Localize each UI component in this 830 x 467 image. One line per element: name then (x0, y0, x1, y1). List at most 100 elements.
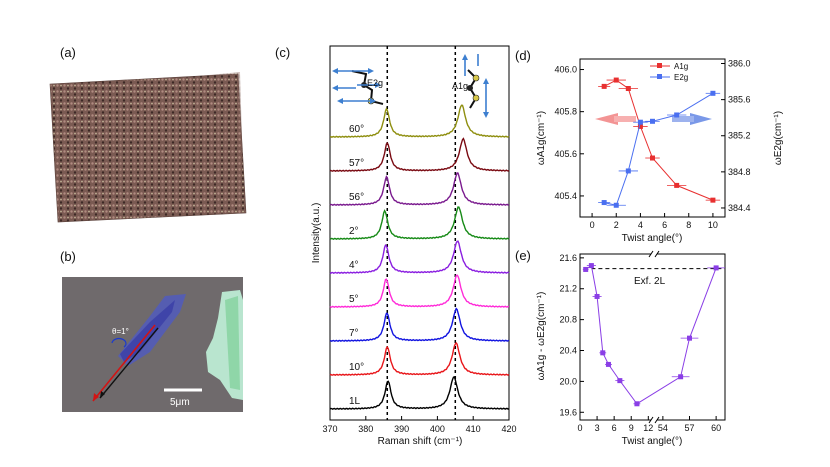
black-axis-arrow (99, 327, 159, 399)
bilayer-flake-overlap (120, 300, 175, 362)
series-line-A1g (603, 79, 714, 201)
a1g-atom (467, 85, 473, 91)
y-tick-label: 20.8 (559, 315, 577, 325)
plot-e-ylabel: ωA1g - ωE2g(cm⁻¹) (536, 292, 547, 381)
spectrum-line (329, 240, 510, 274)
plot-c-dashed-lines (386, 46, 457, 420)
y-tick-label: 21.2 (559, 284, 577, 294)
x-tick-label: 4 (638, 220, 643, 230)
axis-break-top (651, 251, 657, 257)
y-left-tick-label: 405.6 (554, 149, 577, 159)
legend-a1g-marker (657, 63, 662, 68)
shift-left-arrow (595, 113, 618, 125)
plot-d-ylabel-left: ωA1g(cm⁻¹) (536, 111, 547, 165)
data-point (687, 335, 692, 341)
x-tick-label: 420 (501, 424, 516, 434)
plot-d-xlabel: Twist angle(°) (622, 233, 683, 244)
data-point-A1g (650, 155, 655, 161)
x-tick-label: 3 (595, 423, 600, 433)
legend-a1g-label: A1g (674, 62, 688, 71)
spectrum-label: 10° (349, 362, 364, 373)
panel-b-label: (b) (60, 249, 76, 264)
x-tick-label: 6 (662, 220, 667, 230)
y-right-tick-label: 385.6 (728, 95, 751, 105)
data-point-A1g (625, 85, 631, 91)
spectrum-line (329, 137, 510, 173)
exfoliated-2l-label: Exf. 2L (634, 276, 666, 287)
a1g-arrowhead (462, 54, 468, 60)
twisted-layer-overlay (52, 72, 244, 216)
data-point (617, 378, 623, 384)
panel-d: (d) 0 2 4 6 8 10 405.4 405.6 405.8 406.0 384.4 384.… (515, 48, 784, 244)
plot-c-xlabel: Raman shift (cm⁻¹) (378, 436, 463, 447)
e2g-arrowhead (370, 98, 376, 104)
red-arrowhead (93, 393, 99, 401)
spectrum-line (329, 206, 510, 240)
spectrum-line (329, 341, 510, 376)
series-line-E2g (604, 92, 714, 206)
data-point (634, 401, 640, 407)
x-tick-label: 2 (614, 220, 619, 230)
data-point-E2g (637, 119, 643, 125)
a1g-atom-s (472, 94, 480, 102)
x-tick-label: 6 (612, 423, 617, 433)
spectrum-label: 4° (349, 260, 359, 271)
shift-right-arrow-body (672, 116, 694, 122)
spectrum-label: 7° (349, 328, 359, 339)
shift-left-arrow-body (614, 116, 636, 122)
plot-c-spectra: 1L 10° 7° 5° 4° 2° 56° 57° 60° (329, 104, 510, 411)
spectrum-line (329, 104, 510, 139)
x-tick-label: 60 (711, 423, 721, 433)
panel-d-label: (d) (515, 48, 531, 63)
spectrum-line (329, 307, 510, 342)
y-left-tick-label: 405.4 (554, 191, 577, 201)
legend-e2g-label: E2g (674, 73, 688, 82)
x-tick-label: 54 (658, 423, 668, 433)
plot-d-legend: A1g E2g (650, 62, 688, 82)
spectrum-line (329, 376, 510, 411)
rotation-arrow-icon (111, 337, 127, 348)
spectrum-label: 5° (349, 294, 359, 305)
data-point-E2g (601, 200, 607, 206)
y-left-tick-label: 405.8 (554, 107, 577, 117)
red-axis-arrow (92, 324, 156, 402)
scalebar-label: 5μm (170, 397, 190, 408)
panel-e-label: (e) (515, 248, 531, 263)
plot-c-ylabel: Intensity(a.u.) (311, 203, 322, 264)
data-point (678, 374, 684, 380)
x-tick-label: 10 (708, 220, 718, 230)
y-tick-label: 19.6 (559, 407, 577, 417)
e2g-arrows-icon (338, 70, 375, 102)
plot-d-ylabel-right: ωE2g(cm⁻¹) (773, 111, 784, 165)
data-point (713, 265, 719, 271)
spectrum-label: 57° (349, 158, 364, 169)
e2g-arrowhead (332, 85, 338, 91)
panel-b: (b) θ=1° 5μm (60, 249, 243, 412)
shift-right-arrow (690, 113, 712, 125)
spectrum-line (329, 172, 510, 207)
panel-e: (e) 0 3 6 9 12 54 57 60 19.6 20.0 20.4 20.8 21.2 21.6… (515, 248, 726, 447)
y-left-tick-label: 406.0 (554, 65, 577, 75)
e2g-arrowhead (332, 68, 338, 74)
y-right-tick-label: 386.0 (728, 59, 751, 69)
data-point-E2g (625, 168, 631, 174)
data-point-A1g (674, 182, 680, 188)
data-point (594, 293, 600, 299)
data-point (600, 350, 606, 356)
panel-c-label: (c) (275, 45, 290, 60)
a1g-arrowhead (483, 112, 489, 118)
axis-break-top-mark (648, 250, 660, 258)
y-right-tick-label: 384.4 (728, 203, 751, 213)
e2g-mode-label: E2g (367, 78, 383, 88)
a1g-atom-s (472, 74, 480, 82)
data-point-A1g (710, 197, 716, 203)
e2g-arrowhead (337, 98, 343, 104)
x-tick-label: 0 (577, 423, 582, 433)
y-right-tick-label: 384.8 (728, 167, 751, 177)
data-point (588, 263, 594, 269)
axis-break-bottom (651, 417, 657, 423)
black-arrowhead (100, 391, 105, 398)
plot-e-series (582, 263, 725, 407)
x-tick-label: 380 (358, 424, 373, 434)
